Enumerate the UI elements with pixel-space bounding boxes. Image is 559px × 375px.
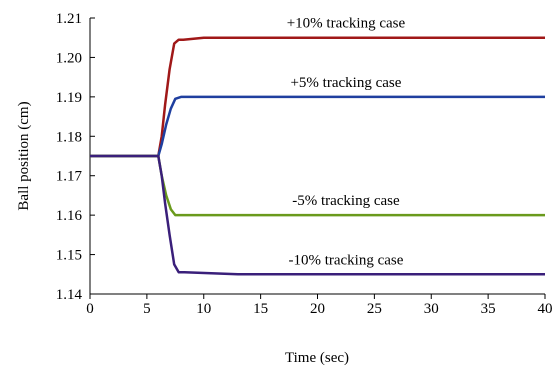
y-tick-label: 1.20 (56, 50, 82, 66)
y-tick-label: 1.15 (56, 248, 82, 264)
x-tick-label: 10 (196, 301, 211, 317)
series-annotation-2: -5% tracking case (292, 193, 400, 209)
x-tick-label: 40 (538, 301, 553, 317)
y-ticks: 1.14 1.15 1.16 1.17 1.18 1.19 1.20 1.21 (56, 11, 95, 303)
x-tick-label: 0 (86, 301, 94, 317)
y-tick-label: 1.16 (56, 208, 83, 224)
x-tick-label: 5 (143, 301, 151, 317)
y-tick-label: 1.17 (56, 169, 83, 185)
annotations: +10% tracking case +5% tracking case -5% t… (287, 16, 406, 269)
y-axis-title: Ball position (cm) (16, 101, 32, 210)
series-line-1 (90, 95, 545, 158)
x-axis-title: Time (sec) (285, 350, 349, 366)
y-tick-label: 1.19 (56, 90, 82, 106)
x-tick-label: 25 (367, 301, 382, 317)
x-tick-label: 20 (310, 301, 325, 317)
y-tick-label: 1.14 (56, 287, 83, 303)
x-tick-label: 30 (424, 301, 439, 317)
x-tick-label: 15 (253, 301, 268, 317)
series-lines (90, 36, 545, 276)
y-tick-label: 1.21 (56, 11, 82, 27)
y-tick-label: 1.18 (56, 129, 82, 145)
series-annotation-0: +10% tracking case (287, 16, 406, 32)
series-annotation-1: +5% tracking case (290, 75, 401, 91)
series-annotation-3: -10% tracking case (288, 252, 403, 268)
x-ticks: 0 5 10 15 20 25 30 35 40 (86, 294, 553, 317)
x-tick-label: 35 (481, 301, 496, 317)
series-line-3 (90, 154, 545, 276)
